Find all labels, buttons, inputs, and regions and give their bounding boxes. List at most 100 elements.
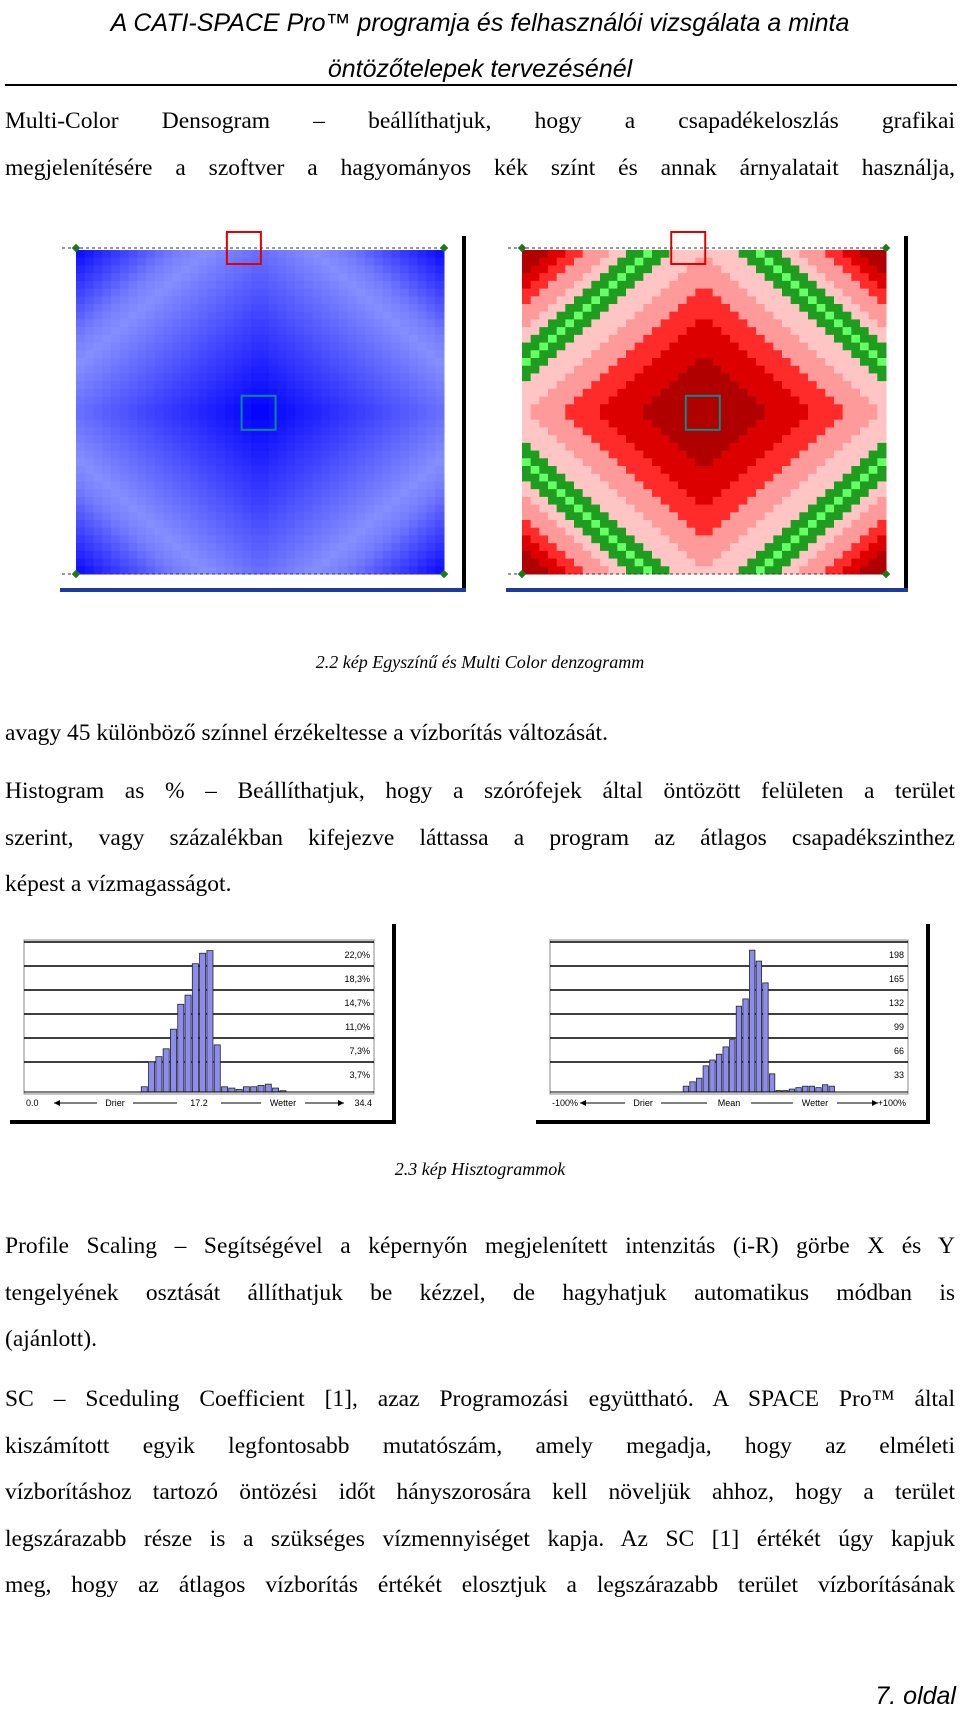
densogram-cell [738,327,748,336]
densogram-cell [548,543,558,552]
densogram-cell [365,388,375,398]
densogram-cell [347,496,357,506]
densogram-cell [808,504,818,513]
densogram-cell [764,365,774,374]
densogram-cell [356,265,366,274]
densogram-cell [181,566,191,575]
frame-shadow [904,236,908,592]
densogram-cell [617,296,627,305]
densogram-cell [764,412,774,421]
densogram-cell [181,304,191,313]
densogram-cell [216,527,226,536]
densogram-cell [303,381,314,390]
densogram-cell [868,296,878,305]
densogram-cell [825,358,835,367]
densogram-cell [277,419,287,428]
count-bar [749,949,756,1093]
densogram-cell [600,304,610,313]
densogram-cell [408,442,419,452]
densogram-cell [522,435,532,444]
densogram-cell [417,419,427,428]
densogram-cell [877,489,887,498]
densogram-cell [242,304,252,313]
densogram-cell [582,458,592,467]
densogram-cell [154,381,165,390]
densogram-cell [93,535,103,544]
densogram-cell [608,265,618,274]
densogram-cell [600,288,610,297]
densogram-cell [825,550,835,560]
densogram-cell [608,365,618,374]
densogram-cell [233,442,243,452]
densogram-cell [391,520,401,529]
densogram-cell [119,373,130,382]
densogram-cell [617,450,627,459]
densogram-cell [738,543,748,552]
densogram-cell [242,450,252,459]
densogram-cell [539,535,549,544]
densogram-cell [669,404,679,413]
densogram-cell [842,388,852,398]
densogram-cell [643,319,653,328]
densogram-cell [408,373,419,382]
densogram-cell [233,396,243,405]
densogram-cell [730,442,740,452]
densogram-cell [764,396,774,405]
densogram-cell [347,512,357,521]
densogram-cell [76,512,86,521]
densogram-cell [365,550,375,560]
densogram-cell [600,388,610,398]
densogram-cell [556,327,566,336]
densogram-cell [347,543,357,552]
densogram-cell [522,358,532,367]
densogram-cell [695,265,705,274]
densogram-cell [591,373,601,382]
densogram-cell [626,520,636,529]
densogram-cell [251,527,261,536]
densogram-cell [565,466,575,475]
densogram-cell [119,296,130,305]
densogram-cell [233,342,243,351]
densogram-cell [172,365,182,374]
densogram-cell [816,535,826,544]
densogram-cell [137,265,147,274]
densogram-cell [268,473,279,482]
densogram-cell [347,342,357,351]
densogram-cell [172,273,182,282]
densogram-cell [312,520,322,529]
densogram-cell [260,550,270,560]
densogram-cell [198,466,208,475]
densogram-cell [373,481,384,490]
densogram-cell [408,334,419,344]
densogram-cell [233,489,243,498]
densogram-cell [435,388,445,398]
densogram-cell [626,543,636,552]
densogram-cell [790,365,800,374]
densogram-cell [652,265,662,274]
densogram-cell [790,473,800,482]
densogram-cell [608,466,618,475]
text-line: meg, hogy az átlagos vízborítás értékét … [5,1572,955,1598]
densogram-cell [738,558,748,567]
densogram-cell [548,404,558,413]
densogram-cell [617,388,627,398]
densogram-cell [860,543,870,552]
densogram-cell [669,535,679,544]
densogram-cell [408,512,419,521]
densogram-cell [799,504,809,513]
densogram-cell [721,311,731,320]
densogram-cell [426,250,436,259]
densogram-cell [268,342,279,351]
densogram-cell [207,319,217,328]
densogram-cell [435,458,445,467]
densogram-cell [295,311,305,320]
densogram-cell [163,458,173,467]
densogram-cell [76,280,86,290]
densogram-cell [591,558,601,567]
densogram-cell [782,473,792,482]
densogram-cell [669,442,679,452]
densogram-cell [522,257,532,266]
densogram-cell [548,334,558,344]
densogram-cell [548,388,558,398]
densogram-cell [224,527,235,536]
